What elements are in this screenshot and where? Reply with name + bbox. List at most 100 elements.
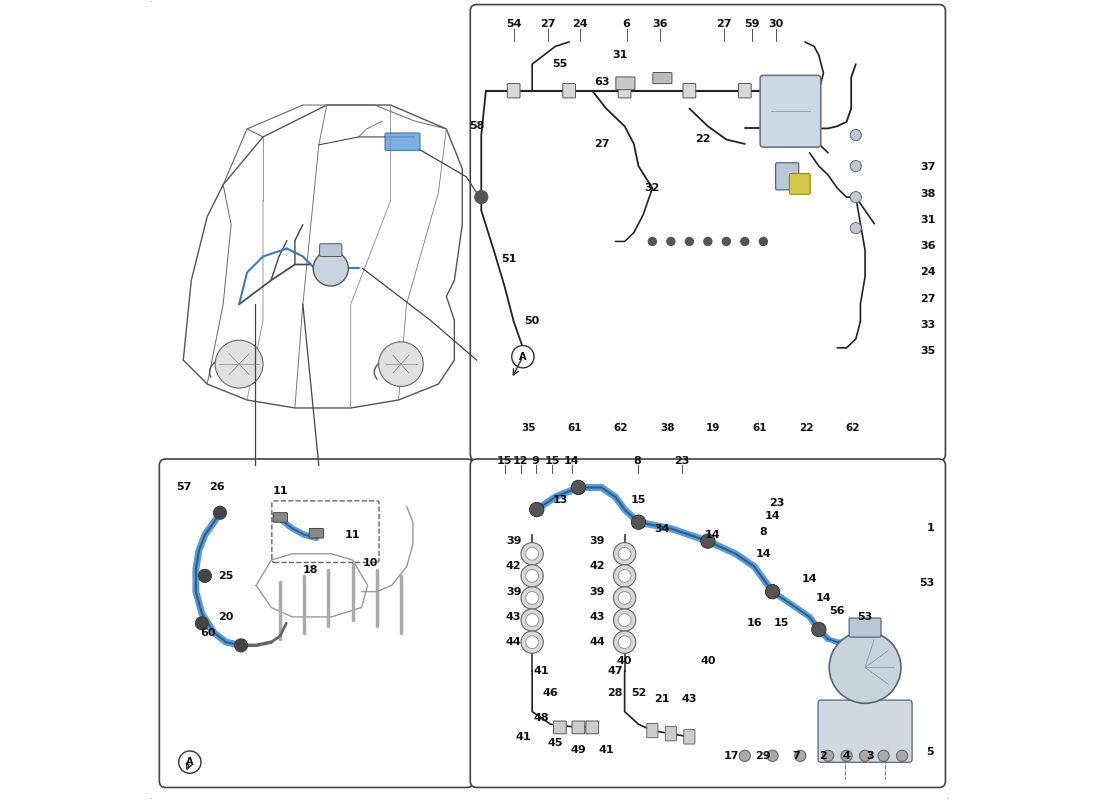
Text: 38: 38: [660, 423, 674, 433]
Text: 15: 15: [774, 618, 790, 628]
Circle shape: [475, 190, 487, 203]
FancyBboxPatch shape: [385, 133, 420, 150]
Text: 16: 16: [746, 618, 762, 628]
Circle shape: [178, 751, 201, 774]
Text: 53: 53: [857, 612, 872, 622]
Text: 22: 22: [799, 423, 813, 433]
Text: 44: 44: [506, 637, 521, 647]
FancyBboxPatch shape: [684, 730, 695, 744]
Text: 41: 41: [598, 745, 614, 754]
Text: 28: 28: [607, 688, 623, 698]
Circle shape: [526, 547, 539, 560]
Text: 38: 38: [921, 189, 936, 198]
Text: 14: 14: [764, 511, 780, 521]
Circle shape: [526, 570, 539, 582]
Text: EUROSPORT: EUROSPORT: [510, 298, 781, 470]
Text: 40: 40: [700, 656, 716, 666]
Circle shape: [614, 587, 636, 609]
Text: 25: 25: [218, 571, 233, 581]
FancyBboxPatch shape: [790, 174, 811, 194]
Text: 13: 13: [552, 495, 568, 505]
Text: 9: 9: [531, 455, 540, 466]
Text: 7: 7: [792, 751, 800, 761]
Text: 63: 63: [594, 77, 609, 87]
Text: 62: 62: [614, 423, 628, 433]
FancyBboxPatch shape: [647, 723, 658, 738]
Circle shape: [701, 534, 715, 548]
Text: 44: 44: [588, 637, 605, 647]
Text: 4: 4: [843, 751, 850, 761]
Text: 23: 23: [674, 455, 690, 466]
FancyBboxPatch shape: [652, 73, 672, 84]
Circle shape: [766, 585, 780, 599]
Text: 39: 39: [506, 536, 521, 546]
Text: 14: 14: [756, 549, 771, 558]
Circle shape: [850, 222, 861, 234]
Circle shape: [618, 591, 631, 604]
Text: 49: 49: [571, 745, 586, 754]
Text: 27: 27: [594, 139, 609, 149]
Text: 48: 48: [534, 713, 549, 723]
Circle shape: [767, 750, 778, 762]
Text: 51: 51: [502, 254, 517, 264]
Circle shape: [618, 547, 631, 560]
Circle shape: [521, 631, 543, 654]
Text: 23: 23: [770, 498, 785, 508]
Text: 19: 19: [706, 423, 721, 433]
Text: 30: 30: [768, 18, 783, 29]
Text: 35: 35: [921, 346, 936, 356]
Text: 1: 1: [926, 522, 934, 533]
Text: 17: 17: [723, 751, 739, 761]
Circle shape: [685, 238, 693, 246]
Text: 21: 21: [653, 694, 670, 704]
Text: 52: 52: [630, 688, 646, 698]
Text: 24: 24: [572, 18, 588, 29]
FancyBboxPatch shape: [507, 83, 520, 98]
Text: 54: 54: [506, 18, 521, 29]
Circle shape: [850, 191, 861, 202]
Circle shape: [314, 251, 349, 286]
Text: 39: 39: [506, 586, 521, 597]
Text: 12: 12: [513, 455, 528, 466]
Circle shape: [794, 750, 806, 762]
Text: 42: 42: [506, 562, 521, 571]
Circle shape: [234, 639, 248, 652]
Circle shape: [521, 542, 543, 565]
Text: 11: 11: [344, 530, 361, 540]
Circle shape: [526, 636, 539, 649]
Circle shape: [198, 570, 211, 582]
Circle shape: [618, 636, 631, 649]
FancyBboxPatch shape: [471, 459, 945, 787]
Circle shape: [571, 480, 585, 494]
Text: 14: 14: [705, 530, 720, 540]
Text: A: A: [519, 352, 527, 362]
Circle shape: [521, 565, 543, 587]
Circle shape: [526, 614, 539, 626]
FancyBboxPatch shape: [818, 700, 912, 762]
FancyBboxPatch shape: [616, 77, 635, 90]
FancyBboxPatch shape: [738, 83, 751, 98]
Text: 57: 57: [176, 482, 191, 493]
Circle shape: [823, 750, 834, 762]
Text: since 1975: since 1975: [601, 505, 723, 582]
Circle shape: [896, 750, 907, 762]
Text: 45: 45: [548, 738, 563, 748]
Text: 32: 32: [645, 183, 660, 194]
FancyBboxPatch shape: [320, 244, 342, 257]
Text: 11: 11: [273, 486, 288, 496]
Text: 20: 20: [218, 612, 233, 622]
FancyBboxPatch shape: [683, 83, 695, 98]
Circle shape: [618, 614, 631, 626]
Text: 56: 56: [829, 606, 845, 615]
Circle shape: [614, 631, 636, 654]
Text: 43: 43: [506, 612, 521, 622]
Text: 27: 27: [716, 18, 732, 29]
Text: 35: 35: [521, 423, 536, 433]
Text: 14: 14: [563, 455, 580, 466]
Text: 37: 37: [921, 162, 936, 172]
Circle shape: [878, 750, 889, 762]
Text: 14: 14: [815, 593, 832, 603]
Text: 55: 55: [552, 59, 568, 69]
FancyBboxPatch shape: [273, 513, 287, 522]
FancyBboxPatch shape: [618, 83, 631, 98]
